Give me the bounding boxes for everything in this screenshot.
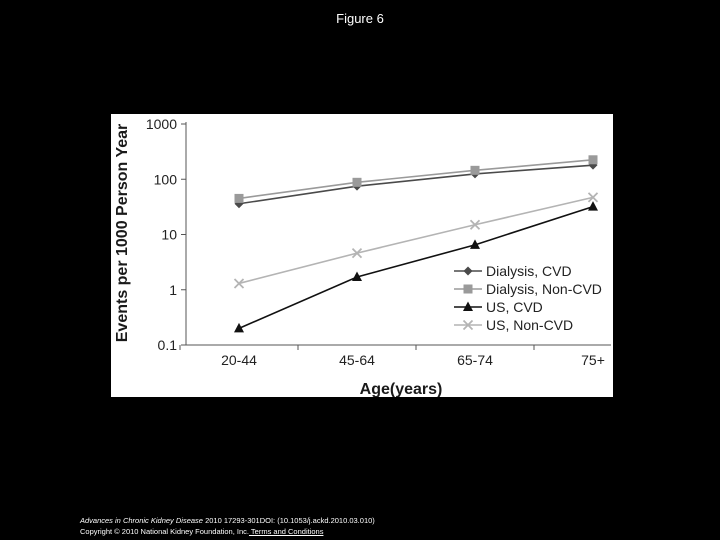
data-point — [469, 219, 481, 230]
data-point — [588, 201, 598, 211]
x-marker-stroke — [587, 192, 599, 203]
y-tick-label: 100 — [154, 171, 178, 187]
data-point — [470, 165, 480, 175]
data-point — [587, 192, 599, 203]
legend-marker — [463, 266, 473, 276]
copyright-text: Copyright © 2010 National Kidney Foundat… — [80, 527, 249, 536]
x-marker-stroke — [233, 278, 245, 289]
x-tick-label: 45-64 — [339, 352, 375, 368]
legend-marker — [463, 301, 473, 311]
data-point — [470, 239, 480, 249]
x-tick-label: 65-74 — [457, 352, 493, 368]
chart-panel: Events per 1000 Person Year Age(years) 0… — [111, 114, 613, 397]
terms-link[interactable]: Terms and Conditions — [248, 527, 324, 536]
data-point — [588, 155, 598, 165]
y-axis-label: Events per 1000 Person Year — [114, 124, 131, 343]
data-point — [352, 177, 362, 187]
y-tick-label: 1000 — [146, 116, 177, 132]
x-marker-stroke — [462, 319, 474, 331]
chart-svg: Events per 1000 Person Year Age(years) 0… — [114, 116, 611, 397]
y-tick-label: 1 — [169, 282, 177, 298]
legend-label: Dialysis, CVD — [486, 263, 572, 279]
data-point — [351, 247, 363, 259]
citation-text: 2010 17293-301DOI: (10.1053/j.ackd.2010.… — [202, 516, 375, 525]
y-tick-label: 10 — [161, 227, 177, 243]
footer: Advances in Chronic Kidney Disease 2010 … — [80, 515, 375, 537]
x-tick-label: 75+ — [581, 352, 605, 368]
series-line-us-cvd — [238, 205, 594, 330]
x-marker-stroke — [469, 219, 481, 230]
series-line-dialysis-cvd — [238, 164, 594, 205]
citation-line: Advances in Chronic Kidney Disease 2010 … — [80, 515, 375, 526]
data-point — [352, 271, 362, 282]
legend-label: US, CVD — [486, 299, 543, 315]
figure-title: Figure 6 — [336, 11, 384, 26]
data-point — [234, 199, 244, 209]
data-point — [233, 278, 245, 289]
x-tick-label: 20-44 — [221, 352, 257, 368]
y-tick-label: 0.1 — [158, 337, 178, 353]
data-point — [234, 193, 244, 203]
x-axis-label: Age(years) — [360, 381, 443, 397]
x-marker-stroke — [351, 247, 363, 259]
data-point — [234, 322, 244, 333]
series-line-us-non-cvd — [238, 196, 594, 285]
legend-marker — [463, 284, 473, 294]
journal-name: Advances in Chronic Kidney Disease — [80, 516, 203, 525]
copyright-line: Copyright © 2010 National Kidney Foundat… — [80, 526, 375, 537]
legend-marker — [462, 319, 474, 331]
legend-label: Dialysis, Non-CVD — [486, 281, 602, 297]
series-line-dialysis-non-cvd — [238, 158, 594, 200]
legend-label: US, Non-CVD — [486, 317, 573, 333]
